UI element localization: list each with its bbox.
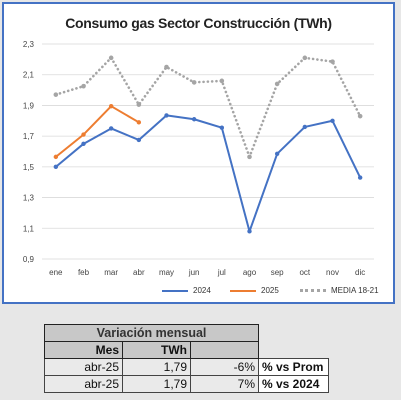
data-point-2024 — [330, 118, 335, 123]
table-header-row: Mes TWh — [44, 341, 329, 359]
data-point-media-18-21 — [274, 81, 280, 87]
data-point-media-18-21 — [191, 80, 197, 85]
x-tick-label: ene — [49, 268, 63, 277]
data-point-2025 — [81, 132, 86, 137]
y-tick-label: 1,1 — [23, 224, 35, 233]
data-point-2025 — [53, 154, 59, 160]
x-tick-label: jun — [188, 268, 200, 277]
data-point-2024 — [247, 229, 252, 234]
legend-item-media: MEDIA 18-21 — [300, 286, 379, 295]
x-tick-label: sep — [271, 268, 284, 277]
data-point-media-18-21 — [357, 113, 363, 119]
legend-label-2024: 2024 — [193, 286, 211, 295]
x-tick-label: oct — [299, 268, 310, 277]
data-point-2025 — [136, 120, 142, 125]
data-point-media-18-21 — [219, 78, 225, 84]
data-point-media-18-21 — [81, 83, 86, 89]
data-point-2024 — [191, 117, 197, 122]
row-twh: 1,79 — [122, 358, 191, 376]
series-line-2024 — [55, 114, 362, 233]
table-row: abr-25 1,79 7% % vs 2024 — [44, 375, 329, 393]
x-tick-label: mar — [104, 268, 118, 277]
data-point-2025 — [108, 103, 114, 109]
y-tick-label: 1,3 — [23, 194, 35, 203]
legend-item-2025: 2025 — [230, 286, 279, 295]
y-tick-label: 1,5 — [23, 163, 35, 172]
line-chart: 0,9 1,1 1,3 1,5 1,7 1,9 2,1 2,3 ene feb mar abr may j… — [23, 40, 374, 277]
row-pct: -6% — [190, 358, 259, 376]
data-point-2024 — [136, 137, 142, 143]
chart-title: Consumo gas Sector Construcción (TWh) — [65, 15, 332, 31]
table-empty-cell — [259, 325, 329, 342]
y-tick-label: 2,1 — [23, 71, 35, 80]
header-empty-cell — [259, 342, 329, 359]
x-tick-label: abr — [133, 268, 145, 277]
legend-item-2024: 2024 — [162, 286, 211, 295]
data-point-media-18-21 — [302, 55, 308, 61]
x-tick-label: jul — [217, 268, 226, 277]
row-mes: abr-25 — [44, 375, 123, 393]
chart-legend: 2024 2025 MEDIA 18-21 — [4, 286, 393, 300]
data-point-media-18-21 — [53, 92, 59, 97]
data-point-media-18-21 — [330, 59, 335, 64]
legend-swatch-media — [300, 289, 326, 292]
table-title: Variación mensual — [44, 324, 259, 342]
data-point-media-18-21 — [164, 64, 169, 70]
y-tick-label: 1,7 — [23, 132, 35, 141]
data-point-media-18-21 — [136, 102, 142, 107]
header-twh: TWh — [122, 341, 191, 359]
variation-table-area: Variación mensual Mes TWh abr-25 1,79 -6… — [44, 324, 329, 393]
y-tick-label: 0,9 — [23, 255, 35, 264]
variation-table: Variación mensual Mes TWh abr-25 1,79 -6… — [44, 324, 329, 393]
legend-label-media: MEDIA 18-21 — [331, 286, 379, 295]
data-point-2024 — [302, 124, 308, 130]
legend-swatch-2024 — [162, 289, 188, 292]
y-tick-label: 2,3 — [23, 40, 35, 49]
header-mes: Mes — [44, 341, 123, 359]
series-line-2025 — [55, 105, 140, 158]
data-point-2024 — [108, 126, 114, 131]
x-tick-label: feb — [78, 268, 90, 277]
data-point-media-18-21 — [108, 55, 114, 61]
row-note: % vs Prom — [258, 358, 329, 376]
chart-panel: 0,9 1,1 1,3 1,5 1,7 1,9 2,1 2,3 ene feb mar abr may j… — [2, 2, 395, 304]
y-tick-label: 1,9 — [23, 101, 35, 110]
x-tick-label: may — [159, 268, 174, 277]
row-twh: 1,79 — [122, 375, 191, 393]
header-blank — [190, 341, 259, 359]
data-point-2024 — [53, 164, 59, 170]
row-mes: abr-25 — [44, 358, 123, 376]
x-tick-label: ago — [243, 268, 257, 277]
data-point-2024 — [219, 125, 225, 130]
data-point-media-18-21 — [247, 154, 252, 160]
x-tick-label: dic — [355, 268, 365, 277]
data-point-2024 — [81, 141, 86, 147]
data-point-2024 — [164, 113, 169, 118]
table-title-row: Variación mensual — [44, 324, 329, 342]
series-line-media-18-21 — [54, 55, 362, 161]
x-tick-label: nov — [326, 268, 339, 277]
legend-swatch-2025 — [230, 289, 256, 292]
row-pct: 7% — [190, 375, 259, 393]
data-point-2024 — [274, 151, 280, 157]
data-point-2024 — [357, 175, 363, 180]
table-row: abr-25 1,79 -6% % vs Prom — [44, 358, 329, 376]
legend-label-2025: 2025 — [261, 286, 279, 295]
row-note: % vs 2024 — [258, 375, 329, 393]
